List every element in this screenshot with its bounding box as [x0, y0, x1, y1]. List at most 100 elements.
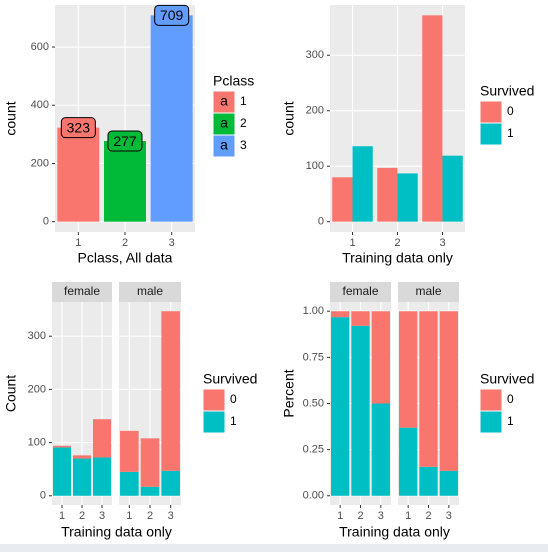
- y-tick-label: 100: [28, 436, 46, 448]
- bar: [331, 317, 350, 496]
- x-tick-label: 3: [169, 237, 175, 249]
- bar: [399, 427, 418, 496]
- x-tick-label: 2: [79, 510, 85, 522]
- bar: [442, 155, 463, 222]
- bar-label: 277: [113, 133, 137, 149]
- x-tick-label: 1: [337, 510, 343, 522]
- x-axis-title: Pclass, All data: [78, 250, 173, 266]
- bar: [371, 311, 390, 404]
- bar: [397, 173, 418, 222]
- y-tick-label: 0.00: [303, 490, 324, 502]
- x-tick-label: 1: [59, 510, 65, 522]
- facet-label: female: [64, 284, 100, 298]
- legend-title: Survived: [480, 371, 534, 387]
- legend-label: 0: [230, 392, 237, 406]
- legend-label: 0: [507, 392, 514, 406]
- y-tick-label: 400: [31, 99, 49, 111]
- bar: [104, 141, 146, 222]
- y-tick-label: 1.00: [303, 305, 324, 317]
- x-tick-label: 3: [439, 237, 445, 249]
- bar: [419, 466, 438, 496]
- bar: [93, 419, 111, 458]
- y-tick-label: 0: [40, 490, 46, 502]
- window-edge: [0, 544, 548, 552]
- legend-label: 1: [230, 414, 237, 428]
- bar: [161, 470, 180, 496]
- y-tick-label: 0: [43, 216, 49, 228]
- legend-label: 2: [240, 116, 247, 130]
- y-axis-title: Percent: [281, 369, 297, 417]
- bar: [73, 455, 91, 459]
- bar: [377, 167, 398, 222]
- y-tick-label: 0.50: [303, 397, 324, 409]
- y-axis-title: count: [281, 101, 297, 135]
- bar: [53, 447, 71, 496]
- facet-strip: [119, 282, 181, 302]
- legend-key: [212, 134, 236, 158]
- legend-title: Survived: [480, 83, 534, 99]
- y-axis-title: Count: [3, 375, 19, 412]
- y-tick-label: 200: [28, 383, 46, 395]
- y-tick-label: 0.25: [303, 444, 324, 456]
- legend-key: [202, 388, 226, 412]
- bar: [93, 457, 111, 496]
- y-tick-label: 300: [28, 330, 46, 342]
- legend-key: [479, 100, 503, 124]
- bar-label: 323: [67, 119, 91, 135]
- legend-key-glyph: a: [220, 115, 228, 131]
- y-axis-title: count: [3, 101, 19, 135]
- bar: [351, 311, 370, 326]
- x-tick-label: 2: [425, 510, 431, 522]
- x-axis-title: Training data only: [339, 524, 450, 540]
- bar: [140, 438, 160, 487]
- legend-key: [479, 388, 503, 412]
- x-tick-label: 3: [446, 510, 452, 522]
- bar: [422, 15, 443, 222]
- legend-title: Pclass: [213, 73, 254, 89]
- y-tick-label: 200: [306, 105, 324, 117]
- x-tick-label: 1: [349, 237, 355, 249]
- legend-key: [202, 410, 226, 434]
- legend-label: 1: [507, 126, 514, 140]
- y-tick-label: 0: [318, 216, 324, 228]
- legend-title: Survived: [203, 371, 257, 387]
- facet-strip: [330, 282, 391, 302]
- x-tick-label: 1: [75, 237, 81, 249]
- bar: [140, 486, 160, 496]
- legend-label: 1: [507, 414, 514, 428]
- legend-key: [479, 122, 503, 146]
- x-tick-label: 2: [394, 237, 400, 249]
- legend-label: 3: [240, 138, 247, 152]
- bar: [439, 470, 458, 496]
- y-tick-label: 300: [306, 49, 324, 61]
- x-tick-label: 1: [405, 510, 411, 522]
- legend-label: 0: [507, 104, 514, 118]
- x-tick-label: 2: [147, 510, 153, 522]
- legend-key-glyph: a: [220, 93, 228, 109]
- bar: [399, 311, 418, 428]
- x-axis-title: Training data only: [342, 250, 453, 266]
- bar: [351, 325, 370, 496]
- bar: [57, 127, 100, 222]
- legend-key-glyph: a: [220, 137, 228, 153]
- bar-label: 709: [160, 7, 184, 23]
- bar: [150, 15, 193, 222]
- bar: [332, 177, 353, 222]
- bar: [371, 403, 390, 496]
- bar: [120, 430, 139, 472]
- x-tick-label: 3: [99, 510, 105, 522]
- bar: [439, 311, 458, 471]
- facet-strip: [52, 282, 112, 302]
- facet-label: male: [137, 284, 163, 298]
- bar: [53, 445, 71, 448]
- y-tick-label: 600: [31, 41, 49, 53]
- x-tick-label: 3: [378, 510, 384, 522]
- facet-label: female: [342, 284, 378, 298]
- facet-label: male: [415, 284, 441, 298]
- bar: [73, 458, 91, 496]
- bar-label-box: [154, 4, 190, 26]
- x-tick-label: 2: [357, 510, 363, 522]
- legend-key: [479, 410, 503, 434]
- bar: [419, 311, 438, 467]
